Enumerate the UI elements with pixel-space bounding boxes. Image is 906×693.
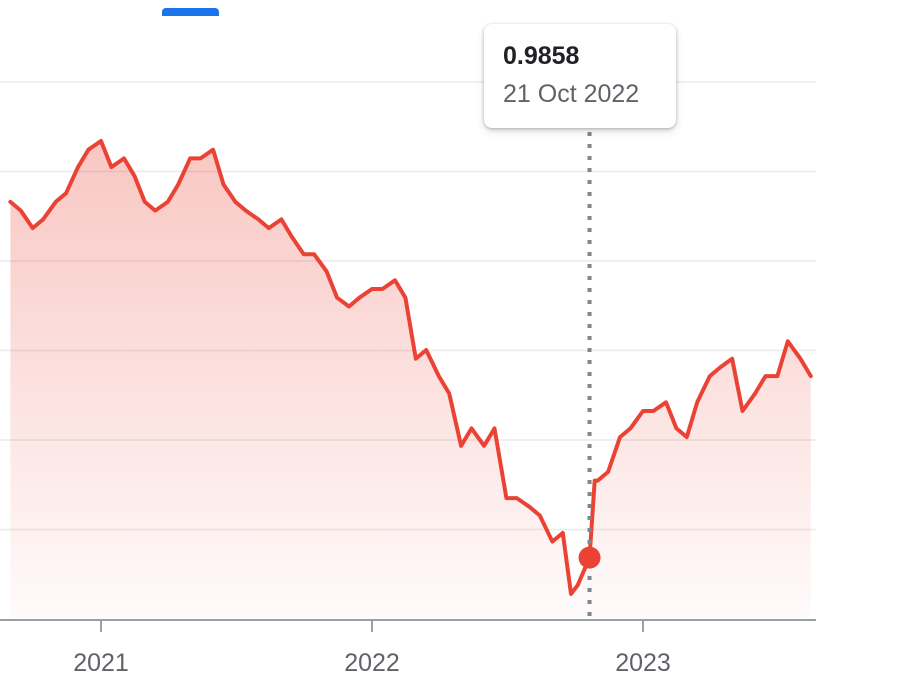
tooltip-value: 0.9858 xyxy=(503,42,580,70)
active-tab-indicator[interactable] xyxy=(162,8,219,16)
x-tick-label: 2022 xyxy=(344,649,400,677)
price-area xyxy=(10,141,811,620)
x-ticks: 2021 2022 2023 xyxy=(73,620,671,677)
price-line xyxy=(8,139,813,596)
x-tick-label: 2021 xyxy=(73,649,129,677)
hover-tooltip: 0.9858 21 Oct 2022 xyxy=(484,24,676,128)
hover-point xyxy=(578,546,601,569)
x-tick-label: 2023 xyxy=(615,649,671,677)
tooltip-date: 21 Oct 2022 xyxy=(503,80,640,108)
